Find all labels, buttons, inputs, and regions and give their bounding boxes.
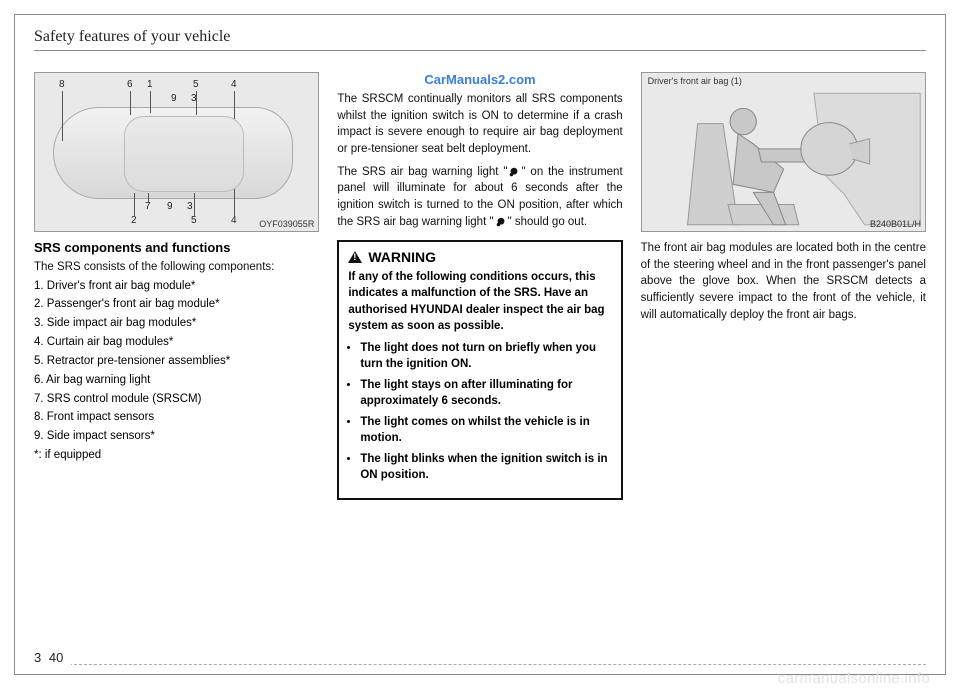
diagram-label-9b: 9	[167, 201, 173, 212]
leader-line	[134, 193, 135, 217]
warning-item: The light comes on whilst the vehicle is…	[360, 414, 611, 446]
warning-item: The light stays on after illuminating fo…	[360, 377, 611, 409]
page-number: 3 40	[34, 650, 71, 665]
component-list: 1. Driver's front air bag module* 2. Pas…	[34, 278, 319, 466]
diagram-label-3b: 3	[187, 201, 193, 212]
leader-line	[196, 91, 197, 115]
para2a: The SRS air bag warning light "	[337, 166, 507, 178]
warning-box: WARNING If any of the following conditio…	[337, 240, 622, 499]
driver-airbag-illustration	[642, 73, 925, 235]
para-srscm: The SRSCM continually monitors all SRS c…	[337, 91, 622, 158]
diagram-label-6: 6	[127, 79, 133, 90]
diagram-label-5: 5	[193, 79, 199, 90]
figure-code-2: B240B01L/H	[870, 219, 921, 229]
warning-title: WARNING	[368, 249, 436, 265]
intro-text: The SRS consists of the following compon…	[34, 259, 319, 276]
para-warning-light: The SRS air bag warning light "" on the …	[337, 164, 622, 231]
warning-list: The light does not turn on briefly when …	[348, 340, 611, 484]
warning-item: The light blinks when the ignition switc…	[360, 451, 611, 483]
page-no: 40	[49, 650, 63, 665]
list-item: 2. Passenger's front air bag module*	[34, 296, 319, 314]
airbag-icon	[507, 166, 521, 178]
leader-line	[150, 91, 151, 113]
figure-srs-diagram: 8 6 1 5 4 9 3 7 9 3 2 5 4 OYF039055R	[34, 72, 319, 232]
list-item: 3. Side impact air bag modules*	[34, 315, 319, 333]
list-item: 1. Driver's front air bag module*	[34, 278, 319, 296]
warning-heading: WARNING	[348, 249, 611, 265]
watermark-top: CarManuals2.com	[337, 72, 622, 87]
column-3: Driver's front air bag (1) B240B01L/H Th…	[641, 72, 926, 629]
figure-code-1: OYF039055R	[259, 219, 314, 229]
warning-body: If any of the following conditions occur…	[348, 269, 611, 483]
warning-triangle-icon	[348, 251, 362, 263]
leader-line	[62, 91, 63, 141]
para2c: " should go out.	[508, 216, 588, 228]
diagram-label-4: 4	[231, 79, 237, 90]
diagram-label-8: 8	[59, 79, 65, 90]
content-columns: 8 6 1 5 4 9 3 7 9 3 2 5 4 OYF039055R	[34, 72, 926, 629]
leader-line	[234, 189, 235, 217]
leader-line	[148, 193, 149, 203]
list-item: 8. Front impact sensors	[34, 409, 319, 427]
warning-item: The light does not turn on briefly when …	[360, 340, 611, 372]
figure-driver-airbag: Driver's front air bag (1) B240B01L/H	[641, 72, 926, 232]
list-item: 4. Curtain air bag modules*	[34, 334, 319, 352]
section-number: 3	[34, 650, 41, 665]
warning-lead: If any of the following conditions occur…	[348, 269, 611, 333]
leader-line	[194, 193, 195, 217]
car-outline	[53, 107, 293, 199]
car-cabin	[124, 116, 244, 192]
list-item: 6. Air bag warning light	[34, 372, 319, 390]
diagram-label-1: 1	[147, 79, 153, 90]
column-2: CarManuals2.com The SRSCM continually mo…	[337, 72, 622, 629]
list-item: *: if equipped	[34, 447, 319, 465]
leader-line	[130, 91, 131, 115]
list-item: 9. Side impact sensors*	[34, 428, 319, 446]
para-front-airbag: The front air bag modules are located bo…	[641, 240, 926, 323]
airbag-icon	[494, 216, 508, 228]
footer-rule	[34, 664, 926, 665]
column-1: 8 6 1 5 4 9 3 7 9 3 2 5 4 OYF039055R	[34, 72, 319, 629]
diagram-label-9t: 9	[171, 93, 177, 104]
subhead-srs: SRS components and functions	[34, 240, 319, 255]
header-title: Safety features of your vehicle	[34, 28, 926, 46]
leader-line	[234, 91, 235, 119]
page-header: Safety features of your vehicle	[34, 28, 926, 51]
list-item: 5. Retractor pre-tensioner assemblies*	[34, 353, 319, 371]
watermark-bottom: carmanualsonline.info	[778, 670, 930, 687]
list-item: 7. SRS control module (SRSCM)	[34, 391, 319, 409]
